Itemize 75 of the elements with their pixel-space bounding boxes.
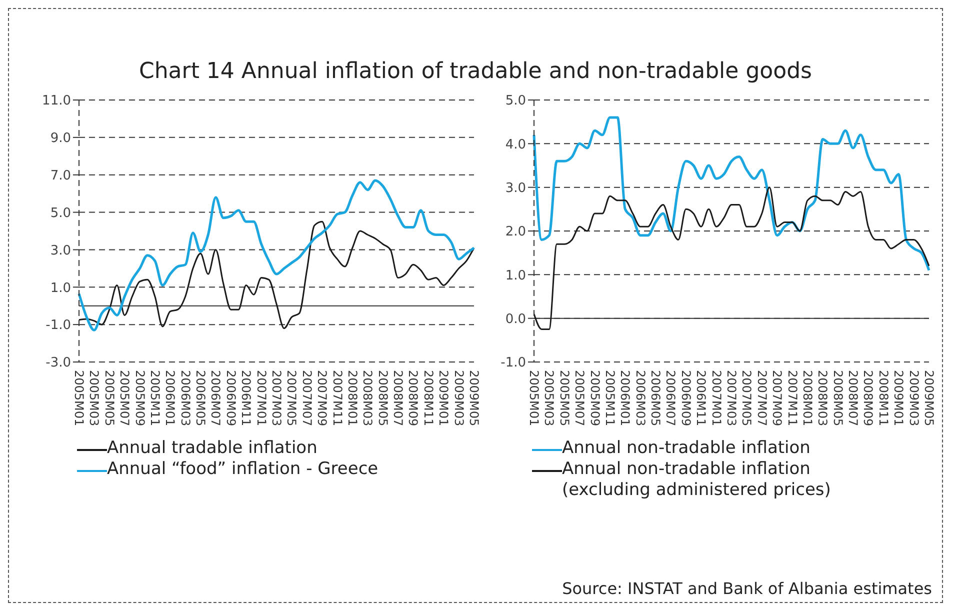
y-tick-label: 9.0 (50, 131, 71, 146)
x-tick-label: 2005M09 (588, 370, 602, 426)
x-tick-label: 2007M07 (300, 370, 314, 426)
x-tick-label: 2005M07 (118, 370, 132, 426)
x-tick-label: 2009M05 (467, 370, 481, 426)
x-tick-label: 2006M07 (208, 370, 223, 426)
x-tick-label: 2008M03 (816, 370, 830, 426)
x-tick-label: 2008M09 (406, 370, 420, 426)
x-tick-label: 2009M03 (906, 370, 921, 426)
x-tick-label: 2007M09 (770, 370, 784, 426)
x-tick-label: 2009M01 (436, 370, 451, 426)
y-tick-label: 4.0 (505, 137, 526, 152)
x-tick-label: 2007M11 (785, 370, 800, 426)
x-tick-label: 2005M05 (102, 370, 116, 426)
y-tick-label: -1.0 (500, 356, 526, 371)
legend-label: Annual non-tradable inflation (excluding administered prices) (562, 459, 832, 501)
x-tick-label: 2005M01 (527, 370, 541, 426)
y-tick-label: 3.0 (50, 243, 71, 258)
x-tick-label: 2007M03 (724, 370, 738, 426)
x-tick-label: 2008M03 (360, 370, 375, 426)
x-tick-label: 2008M07 (846, 370, 860, 426)
x-tick-label: 2008M05 (376, 370, 390, 426)
legend-label: Annual tradable inflation (107, 438, 318, 459)
x-tick-label: 2008M11 (876, 370, 890, 426)
source-note: Source: INSTAT and Bank of Albania estimates (562, 579, 932, 598)
x-tick-label: 2006M11 (239, 370, 254, 426)
x-tick-label: 2005M03 (542, 370, 556, 426)
y-tick-label: 5.0 (505, 94, 526, 109)
x-tick-label: 2008M07 (391, 370, 406, 426)
x-tick-label: 2005M03 (87, 370, 102, 426)
x-tick-label: 2008M05 (830, 370, 845, 426)
x-tick-label: 2009M03 (452, 370, 466, 426)
y-tick-label: 11.0 (42, 94, 71, 109)
y-tick-label: 1.0 (50, 280, 71, 296)
x-tick-label: 2009M01 (892, 370, 906, 426)
x-tick-label: 2006M01 (163, 370, 178, 426)
y-tick-label: 0.0 (505, 312, 526, 327)
y-tick-label: 7.0 (50, 168, 71, 184)
legend-label: Annual “food” inflation - Greece (107, 459, 378, 480)
x-tick-label: 2006M11 (694, 370, 708, 426)
y-tick-label: 2.0 (505, 224, 526, 240)
x-tick-label: 2007M05 (284, 370, 299, 426)
x-tick-label: 2006M09 (224, 370, 238, 426)
x-tick-label: 2006M05 (648, 370, 663, 426)
y-tick-label: 1.0 (505, 268, 526, 284)
x-tick-label: 2008M01 (345, 370, 360, 426)
x-tick-label: 2008M11 (421, 370, 436, 426)
x-tick-label: 2006M09 (678, 370, 693, 426)
x-tick-label: 2007M09 (315, 370, 330, 426)
chart-title: Chart 14 Annual inflation of tradable and non-tradable goods (138, 59, 814, 84)
legend-label: Annual non-tradable inflation (562, 438, 810, 459)
y-tick-label: -3.0 (46, 356, 71, 371)
x-tick-label: 2006M01 (618, 370, 632, 426)
x-tick-label: 2006M05 (194, 370, 208, 426)
x-tick-label: 2008M09 (861, 370, 876, 426)
x-tick-label: 2006M07 (664, 370, 678, 426)
x-tick-label: 2005M05 (557, 370, 572, 426)
y-tick-label: 3.0 (505, 180, 526, 196)
x-tick-label: 2005M01 (72, 370, 86, 426)
x-tick-label: 2007M05 (740, 370, 754, 426)
x-tick-label: 2005M09 (132, 370, 147, 426)
x-tick-label: 2007M01 (254, 370, 268, 426)
x-tick-label: 2005M07 (572, 370, 587, 426)
x-tick-label: 2007M01 (709, 370, 724, 426)
x-tick-label: 2005M11 (602, 370, 617, 426)
y-tick-label: -1.0 (46, 318, 71, 334)
x-tick-label: 2007M11 (330, 370, 344, 426)
x-tick-label: 2009M05 (922, 370, 936, 426)
x-tick-label: 2006M03 (633, 370, 648, 426)
x-tick-label: 2005M11 (148, 370, 162, 426)
x-tick-label: 2007M07 (754, 370, 769, 426)
x-tick-label: 2008M01 (800, 370, 814, 426)
y-tick-label: 5.0 (50, 206, 71, 221)
x-tick-label: 2006M03 (178, 370, 192, 426)
x-tick-label: 2007M03 (270, 370, 284, 426)
